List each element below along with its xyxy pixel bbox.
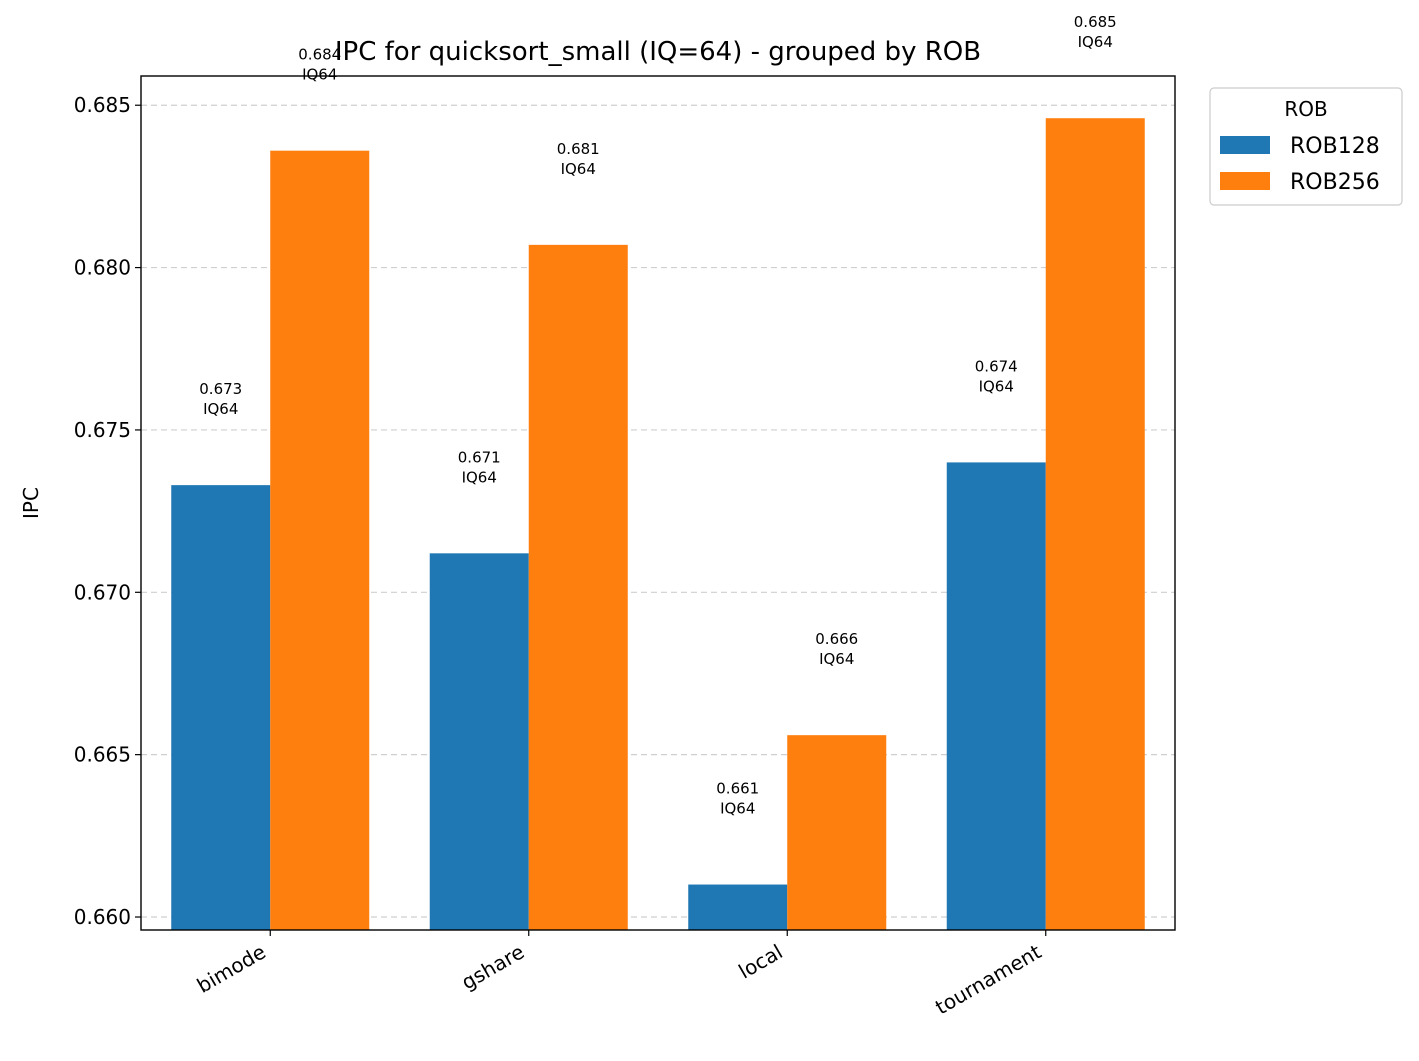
legend-items: ROB128 ROB256: [1220, 134, 1380, 195]
bar-rob128-local: [688, 884, 788, 930]
y-tick-label: 0.670: [74, 580, 131, 604]
y-axis: 0.660 0.665 0.670 0.675 0.680 0.685: [74, 93, 141, 929]
data-label: 0.673 IQ64: [199, 380, 242, 418]
y-tick-label: 0.660: [74, 905, 131, 929]
y-tick-label: 0.675: [74, 418, 131, 442]
data-label: 0.685 IQ64: [1074, 13, 1117, 51]
bar-rob256-gshare: [528, 244, 628, 931]
data-label: 0.681 IQ64: [557, 140, 600, 178]
y-axis-label: IPC: [19, 487, 43, 519]
data-label: 0.661 IQ64: [716, 780, 759, 818]
legend-label: ROB128: [1290, 134, 1380, 159]
bars: [171, 118, 1145, 931]
chart-title: IPC for quicksort_small (IQ=64) - groupe…: [335, 37, 981, 67]
legend-swatch: [1220, 172, 1270, 190]
legend-swatch: [1220, 136, 1270, 154]
plot-frame: [140, 75, 1176, 931]
bar-rob256-bimode: [270, 150, 370, 930]
data-label: 0.666 IQ64: [815, 630, 858, 668]
legend: ROB ROB128 ROB256: [1209, 87, 1403, 206]
bar-rob128-gshare: [429, 553, 529, 930]
y-tick-label: 0.665: [74, 743, 131, 767]
y-tick-label: 0.680: [74, 256, 131, 280]
bar-rob128-tournament: [946, 462, 1046, 930]
bar-rob128-bimode: [171, 485, 271, 930]
bar-rob256-local: [787, 735, 887, 930]
bar-rob256-tournament: [1045, 118, 1145, 930]
data-label: 0.684 IQ64: [298, 46, 341, 84]
y-tick-label: 0.685: [74, 93, 131, 117]
data-labels: 0.673 IQ64 0.684 IQ64 0.671 IQ64 0.681 IQ64 0.66…: [199, 13, 1116, 817]
legend-title: ROB: [1284, 97, 1327, 121]
data-label: 0.674 IQ64: [975, 357, 1018, 395]
legend-label: ROB256: [1290, 170, 1380, 195]
data-label: 0.671 IQ64: [458, 448, 501, 486]
